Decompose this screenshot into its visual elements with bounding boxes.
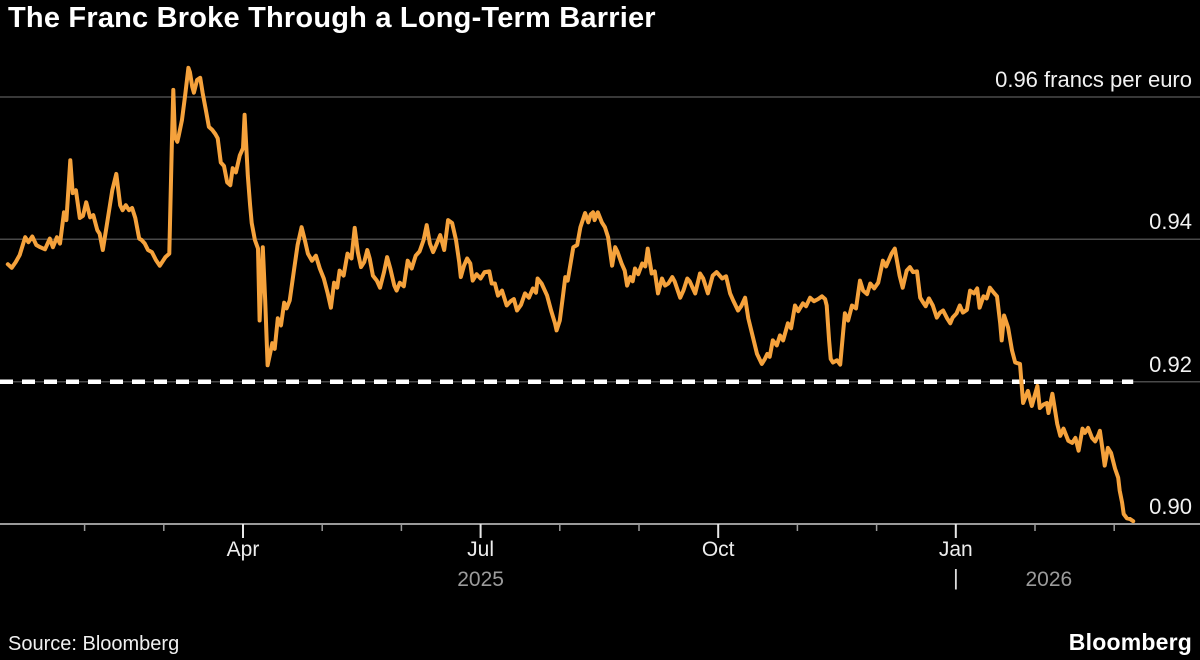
- price-line: [5, 65, 1136, 524]
- year-divider-mark: |: [952, 565, 959, 590]
- x-axis-year-2026: 2026: [1025, 568, 1073, 591]
- chart-title: The Franc Broke Through a Long-Term Barr…: [8, 2, 656, 34]
- x-axis-label-jul: Jul: [467, 538, 495, 561]
- source-credit: Source: Bloomberg: [8, 633, 180, 655]
- x-axis-year-2025: 2025: [457, 568, 504, 591]
- x-axis-label-jan: Jan: [938, 538, 973, 561]
- bloomberg-logo: Bloomberg: [1068, 629, 1192, 655]
- x-axis-label-oct: Oct: [701, 538, 735, 561]
- y-axis-label-094: 0.94: [1149, 209, 1192, 235]
- y-axis-label-092: 0.92: [1149, 351, 1192, 377]
- y-axis-label-090: 0.90: [1149, 494, 1192, 519]
- x-axis-label-apr: Apr: [226, 538, 260, 561]
- y-axis-unit-label: 0.96 francs per euro: [995, 67, 1192, 92]
